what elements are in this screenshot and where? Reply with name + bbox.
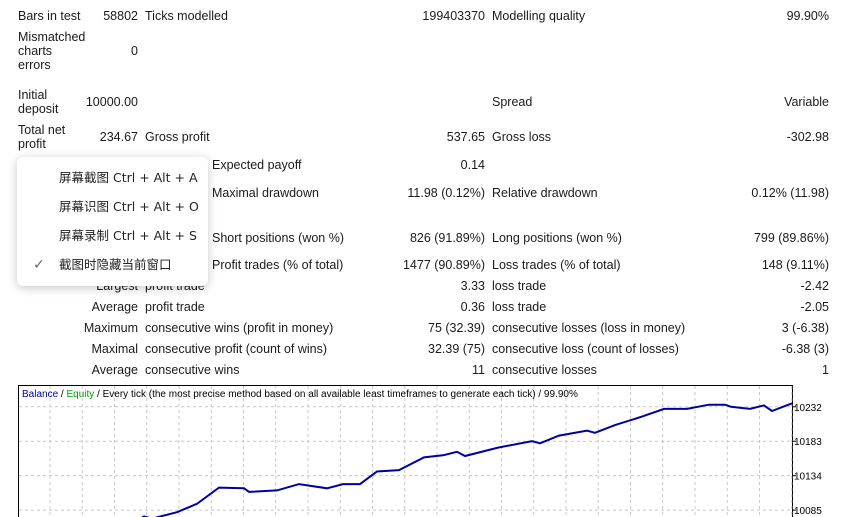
context-menu: 屏幕截图 Ctrl + Alt + A 屏幕识图 Ctrl + Alt + O … xyxy=(17,157,208,286)
menu-item-label: 截图时隐藏当前窗口 xyxy=(59,257,172,272)
stat-value: 99.90% xyxy=(786,9,829,23)
stat-value: 11.98 (0.12%) xyxy=(407,186,485,200)
stat-value: 826 (91.89%) xyxy=(409,231,485,245)
stat-label: Ticks modelled xyxy=(145,9,228,23)
stat-value: 75 (32.39) xyxy=(428,321,485,335)
stat-value: 0.36 xyxy=(460,300,485,314)
stat-value: Variable xyxy=(784,95,829,109)
stat-label: Mismatched charts errors xyxy=(18,30,86,72)
checkmark-icon: ✓ xyxy=(33,257,45,273)
stat-label: Average xyxy=(91,363,138,377)
balance-chart: 10232 10183 10134 10085 Balance / Equity / … xyxy=(18,385,822,517)
stat-label: Initial deposit xyxy=(18,88,59,116)
stat-value: -302.98 xyxy=(786,130,829,144)
y-tick-label: 10183 xyxy=(794,437,822,448)
stat-value: 10000.00 xyxy=(85,95,138,109)
stat-label: Modelling quality xyxy=(492,9,586,23)
menu-item-label: 屏幕录制 Ctrl + Alt + S xyxy=(59,228,197,243)
stat-value: 3 (-6.38) xyxy=(781,321,829,335)
stat-value: 234.67 xyxy=(99,130,138,144)
stat-label: Bars in test xyxy=(18,9,81,23)
chart-frame xyxy=(18,385,793,517)
legend-equity: Equity xyxy=(66,389,94,400)
stat-value: 199403370 xyxy=(422,9,485,23)
stat-value: -2.05 xyxy=(800,300,830,314)
menu-item-label: 屏幕识图 Ctrl + Alt + O xyxy=(59,199,199,214)
stat-label: consecutive loss (count of losses) xyxy=(492,342,679,356)
stat-value: 1477 (90.89%) xyxy=(402,258,485,272)
stat-label: loss trade xyxy=(492,279,547,293)
y-tick-label: 10232 xyxy=(794,403,822,414)
balance-line xyxy=(141,402,793,517)
menu-item-screen-recognition[interactable]: 屏幕识图 Ctrl + Alt + O xyxy=(17,193,208,221)
stat-label: Maximal xyxy=(91,342,138,356)
stat-value: 0.12% (11.98) xyxy=(751,186,829,200)
stat-label: Total net profit xyxy=(18,123,66,151)
stat-label: Spread xyxy=(492,95,533,109)
stat-value: 0.14 xyxy=(460,158,485,172)
stat-label: Loss trades (% of total) xyxy=(492,258,621,272)
stat-label: consecutive losses (loss in money) xyxy=(492,321,686,335)
stat-label: Expected payoff xyxy=(212,158,302,172)
stat-value: 11 xyxy=(472,363,485,377)
stat-value: -6.38 (3) xyxy=(781,342,829,356)
stat-value: 537.65 xyxy=(446,130,485,144)
stat-value: 799 (89.86%) xyxy=(753,231,829,245)
stat-label: Maximal drawdown xyxy=(212,186,319,200)
menu-item-label: 屏幕截图 Ctrl + Alt + A xyxy=(59,170,198,185)
menu-item-hide-window[interactable]: ✓ 截图时隐藏当前窗口 xyxy=(17,251,208,279)
stat-value: -2.42 xyxy=(800,279,830,293)
stat-label: consecutive profit (count of wins) xyxy=(145,342,328,356)
stat-label: consecutive wins (profit in money) xyxy=(145,321,334,335)
menu-item-screen-recording[interactable]: 屏幕录制 Ctrl + Alt + S xyxy=(17,222,208,250)
stat-value: 3.33 xyxy=(460,279,485,293)
stat-label: profit trade xyxy=(145,300,205,314)
stat-label: Average xyxy=(91,300,138,314)
stat-label: consecutive wins xyxy=(145,363,240,377)
stat-label: Long positions (won %) xyxy=(492,231,622,245)
stat-label: Gross profit xyxy=(145,130,210,144)
stat-label: consecutive losses xyxy=(492,363,597,377)
stat-value: 32.39 (75) xyxy=(428,342,485,356)
y-tick-label: 10134 xyxy=(794,472,822,483)
stat-value: 58802 xyxy=(103,9,138,23)
stat-value: 0 xyxy=(131,44,138,58)
stat-value: 1 xyxy=(822,363,829,377)
stat-label: Gross loss xyxy=(492,130,552,144)
menu-item-screenshot[interactable]: 屏幕截图 Ctrl + Alt + A xyxy=(17,164,208,192)
y-tick-label: 10085 xyxy=(794,506,822,517)
stat-label: Maximum xyxy=(83,321,138,335)
stat-label: loss trade xyxy=(492,300,547,314)
stat-label: Short positions (won %) xyxy=(212,231,345,245)
stat-value: 148 (9.11%) xyxy=(761,258,829,272)
stat-label: Profit trades (% of total) xyxy=(212,258,344,272)
stat-label: Relative drawdown xyxy=(492,186,598,200)
chart-legend: Balance / Equity / Every tick (the most … xyxy=(22,389,578,400)
legend-balance: Balance xyxy=(22,389,59,400)
